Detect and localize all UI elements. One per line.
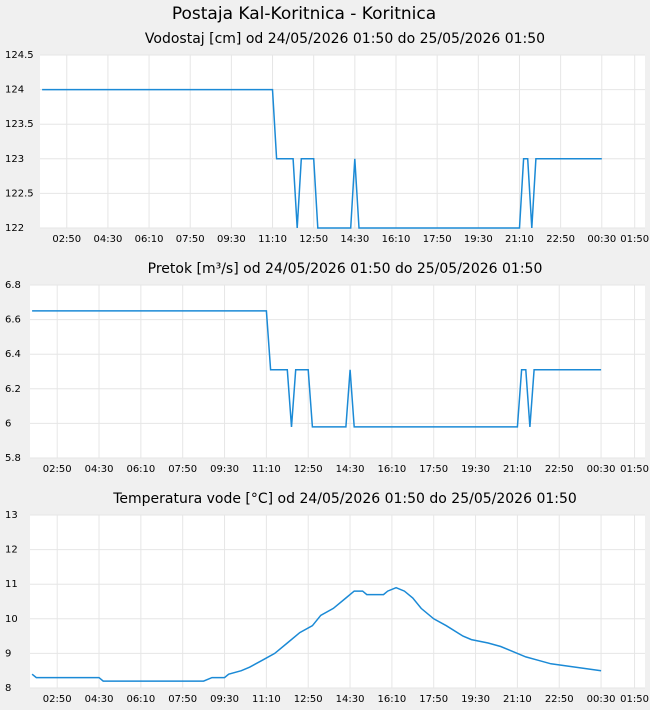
y-tick-label: 122.5 <box>5 188 34 199</box>
x-tick-label: 14:30 <box>340 234 369 245</box>
x-tick-label: 04:30 <box>85 464 114 475</box>
x-tick-label: 12:50 <box>294 694 323 705</box>
x-tick-label: 01:50 <box>620 234 649 245</box>
x-tick-label: 09:30 <box>217 234 246 245</box>
x-tick-label: 00:30 <box>587 234 616 245</box>
y-tick-label: 123.5 <box>5 119 34 130</box>
y-tick-label: 9 <box>5 648 11 659</box>
plot-area <box>30 285 645 458</box>
x-tick-label: 16:10 <box>382 234 411 245</box>
x-tick-label: 01:50 <box>620 464 649 475</box>
plot-area <box>40 55 645 228</box>
y-tick-label: 8 <box>5 683 11 694</box>
y-tick-label: 6.8 <box>5 280 21 291</box>
x-tick-label: 17:50 <box>423 234 452 245</box>
x-tick-label: 21:10 <box>503 464 532 475</box>
x-tick-label: 07:50 <box>168 694 197 705</box>
x-tick-label: 02:50 <box>52 234 81 245</box>
x-tick-label: 21:10 <box>503 694 532 705</box>
data-line <box>42 88 602 229</box>
y-tick-label: 6.2 <box>5 384 21 395</box>
x-tick-label: 14:30 <box>336 694 365 705</box>
chart-title: Temperatura vode [°C] od 24/05/2026 01:5… <box>112 491 577 507</box>
x-tick-label: 17:50 <box>419 464 448 475</box>
x-tick-label: 04:30 <box>93 234 122 245</box>
x-tick-label: 21:10 <box>505 234 534 245</box>
data-line <box>31 586 602 682</box>
x-tick-label: 09:30 <box>210 464 239 475</box>
x-tick-label: 07:50 <box>176 234 205 245</box>
x-tick-label: 14:30 <box>336 464 365 475</box>
y-tick-label: 13 <box>5 510 18 521</box>
x-tick-label: 06:10 <box>135 234 164 245</box>
x-tick-label: 09:30 <box>210 694 239 705</box>
x-tick-label: 00:30 <box>587 464 616 475</box>
y-tick-label: 5.8 <box>5 453 21 464</box>
y-tick-label: 6 <box>5 418 11 429</box>
x-tick-label: 22:50 <box>545 694 574 705</box>
x-tick-label: 19:30 <box>461 694 490 705</box>
x-tick-label: 11:10 <box>252 464 281 475</box>
x-tick-label: 00:30 <box>587 694 616 705</box>
page-title: Postaja Kal-Koritnica - Koritnica <box>172 4 436 24</box>
x-tick-label: 02:50 <box>43 694 72 705</box>
x-tick-label: 17:50 <box>419 694 448 705</box>
x-tick-label: 16:10 <box>377 694 406 705</box>
plot-area <box>30 515 645 688</box>
y-tick-label: 10 <box>5 614 18 625</box>
x-tick-label: 11:10 <box>258 234 287 245</box>
chart-title: Vodostaj [cm] od 24/05/2026 01:50 do 25/… <box>145 31 545 47</box>
y-tick-label: 122 <box>5 223 24 234</box>
x-tick-label: 16:10 <box>377 464 406 475</box>
x-tick-label: 19:30 <box>464 234 493 245</box>
x-tick-label: 22:50 <box>545 464 574 475</box>
x-tick-label: 11:10 <box>252 694 281 705</box>
x-tick-label: 07:50 <box>168 464 197 475</box>
y-tick-label: 12 <box>5 545 18 556</box>
x-tick-label: 12:50 <box>294 464 323 475</box>
chart-title: Pretok [m³/s] od 24/05/2026 01:50 do 25/… <box>148 261 543 277</box>
x-tick-label: 06:10 <box>126 464 155 475</box>
y-tick-label: 11 <box>5 579 18 590</box>
x-tick-label: 02:50 <box>43 464 72 475</box>
x-tick-label: 04:30 <box>85 694 114 705</box>
x-tick-label: 12:50 <box>299 234 328 245</box>
y-tick-label: 6.4 <box>5 349 21 360</box>
x-tick-label: 22:50 <box>546 234 575 245</box>
x-tick-label: 01:50 <box>620 694 649 705</box>
x-tick-label: 19:30 <box>461 464 490 475</box>
y-tick-label: 124.5 <box>5 50 34 61</box>
y-tick-label: 123 <box>5 154 24 165</box>
y-tick-label: 6.6 <box>5 315 21 326</box>
data-line <box>32 310 602 428</box>
y-tick-label: 124 <box>5 85 24 96</box>
x-tick-label: 06:10 <box>126 694 155 705</box>
